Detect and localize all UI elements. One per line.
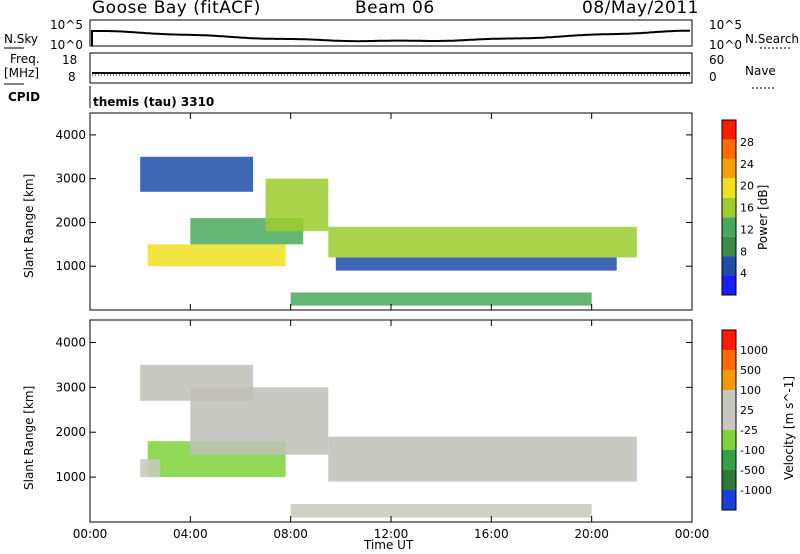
velocity-colorbar-seg-0 <box>722 490 736 510</box>
velocity-colorbar-tick-4: -25 <box>740 424 758 437</box>
velocity-colorbar-seg-4 <box>722 410 736 430</box>
velocity-colorbar-tick-6: -500 <box>740 464 765 477</box>
velocity-colorbar-tick-2: 100 <box>740 384 761 397</box>
velocity-ytick-label-0: 1000 <box>55 470 86 484</box>
xtick-label-4: 16:00 <box>474 527 509 541</box>
nsky-frame <box>89 19 693 47</box>
power-colorbar-seg-6 <box>722 158 736 179</box>
x-axis-title: Time UT <box>364 538 414 552</box>
nsearch-tick-top: 10^5 <box>709 18 742 32</box>
velocity-region-5 <box>290 504 592 518</box>
freq-unit-label: [MHz] <box>4 66 40 80</box>
nsearch-tick-bottom: 10^0 <box>709 38 742 52</box>
velocity-colorbar-tick-7: -1000 <box>740 484 772 497</box>
velocity-colorbar-seg-2 <box>722 450 736 470</box>
power-region-0 <box>147 244 286 267</box>
power-region-4 <box>335 257 617 271</box>
xtick-label-5: 20:00 <box>574 527 609 541</box>
velocity-region-3 <box>328 436 637 482</box>
velocity-panel-frame <box>89 319 693 523</box>
cpid-label: CPID <box>8 90 41 104</box>
nave-tick-bottom: 0 <box>709 70 717 84</box>
xtick-label-6: 00:00 <box>675 527 710 541</box>
freq-label: Freq. <box>10 52 40 66</box>
velocity-region-1 <box>140 459 161 478</box>
power-ytick-label-2: 3000 <box>55 172 86 186</box>
power-colorbar-tick-1: 8 <box>740 245 747 258</box>
power-colorbar-tick-5: 24 <box>740 158 754 171</box>
xtick-label-1: 04:00 <box>173 527 208 541</box>
power-colorbar-seg-8 <box>722 120 736 140</box>
velocity-colorbar-seg-1 <box>722 470 736 490</box>
power-ytick-label-1: 2000 <box>55 215 86 229</box>
power-colorbar-seg-4 <box>722 197 736 218</box>
velocity-colorbar-tick-3: 25 <box>740 404 754 417</box>
power-colorbar-seg-2 <box>722 236 736 257</box>
freq-frame <box>89 52 693 84</box>
xtick-label-3: 12:00 <box>374 527 409 541</box>
velocity-colorbar-frame <box>721 329 737 511</box>
power-region-3 <box>328 226 637 258</box>
velocity-colorbar-seg-6 <box>722 370 736 390</box>
velocity-region-4 <box>140 364 254 401</box>
velocity-colorbar-tick-0: 1000 <box>740 344 768 357</box>
power-region-2 <box>265 178 329 232</box>
power-colorbar-tick-4: 20 <box>740 180 754 193</box>
power-ytick-label-3: 4000 <box>55 128 86 142</box>
nave-label: Nave <box>745 64 776 78</box>
nave-tick-top: 60 <box>709 53 725 67</box>
power-colorbar-tick-0: 4 <box>740 267 747 280</box>
power-colorbar-tick-3: 16 <box>740 202 754 215</box>
beam-title: Beam 06 <box>355 0 435 18</box>
velocity-ytick-label-3: 4000 <box>55 335 86 349</box>
velocity-colorbar-tick-1: 500 <box>740 364 761 377</box>
power-colorbar-seg-3 <box>722 217 736 237</box>
power-colorbar-seg-7 <box>722 139 736 159</box>
xtick-label-0: 00:00 <box>73 527 108 541</box>
freq-tick-top: 18 <box>62 53 78 67</box>
nsky-label: N.Sky <box>4 32 39 46</box>
power-region-5 <box>140 156 254 192</box>
freq-tick-bottom: 8 <box>68 70 76 84</box>
velocity-ytick-label-2: 3000 <box>55 380 86 394</box>
velocity-colorbar-seg-8 <box>722 330 736 350</box>
nsearch-label: N.Search <box>745 32 800 46</box>
cpid-text: themis (tau) 3310 <box>93 95 215 109</box>
power-colorbar-frame <box>721 119 737 296</box>
velocity-colorbar-seg-7 <box>722 350 736 370</box>
power-colorbar-tick-6: 28 <box>740 136 754 149</box>
power-panel-frame <box>89 112 693 311</box>
station-title: Goose Bay (fitACF) <box>92 0 261 18</box>
xtick-label-2: 08:00 <box>273 527 308 541</box>
nsky-trace <box>92 29 690 43</box>
nsky-tick-bottom: 10^0 <box>50 38 83 52</box>
velocity-ytick-label-1: 2000 <box>55 425 86 439</box>
power-colorbar-tick-2: 12 <box>740 223 754 236</box>
power-colorbar-seg-0 <box>722 275 736 295</box>
velocity-colorbar-seg-3 <box>722 430 736 450</box>
power-colorbar-seg-5 <box>722 178 736 198</box>
nsky-tick-top: 10^5 <box>50 18 83 32</box>
power-region-6 <box>290 292 592 306</box>
power-colorbar-seg-1 <box>722 256 736 276</box>
power-ytick-label-0: 1000 <box>55 259 86 273</box>
velocity-colorbar-seg-5 <box>722 390 736 410</box>
date-title: 08/May/2011 <box>582 0 699 18</box>
velocity-colorbar-tick-5: -100 <box>740 444 765 457</box>
